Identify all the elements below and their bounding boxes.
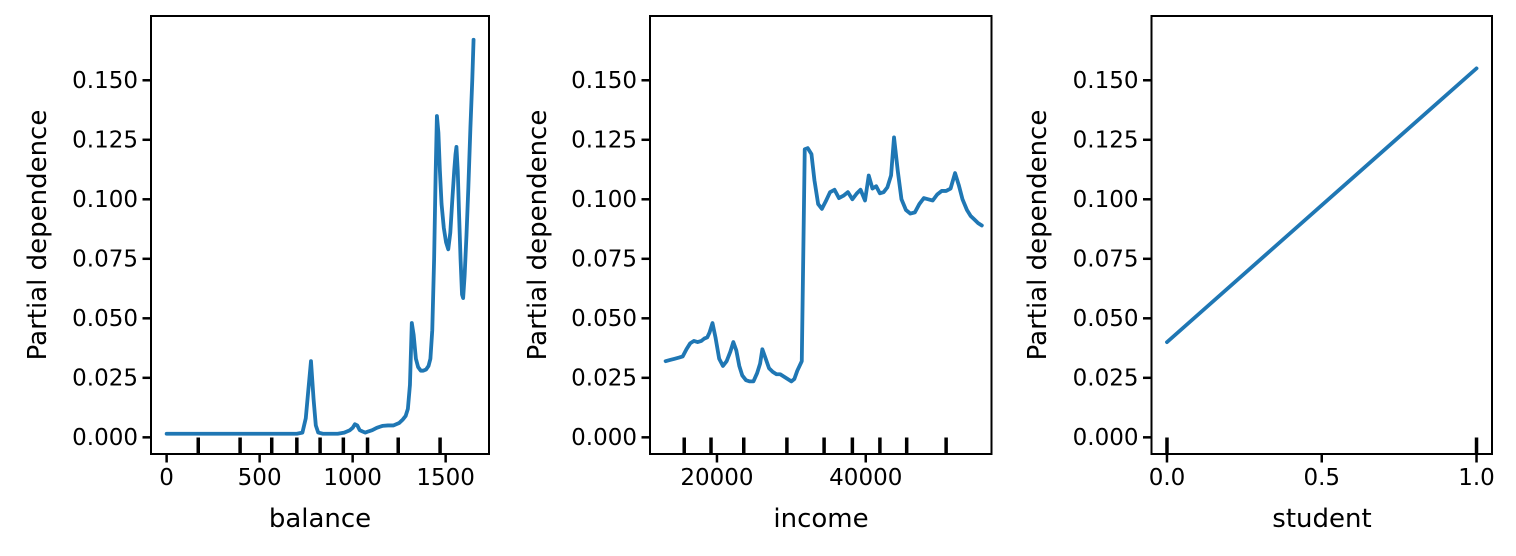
subplot-student: 0.0 0.5 1.0 0.000 0.025 0.050 0.075 0.100 0.125 0… <box>1073 15 1495 491</box>
y-axis-label-2: Partial dependence <box>523 109 553 361</box>
subplot-balance: 0 500 1000 1500 0.000 0.025 0.050 0.075 0.100 0.1… <box>72 15 490 491</box>
y-tick-label: 0.050 <box>72 306 138 332</box>
y-tick-label: 0.025 <box>72 365 138 391</box>
y-tick-label: 0.050 <box>1073 306 1139 332</box>
subplot-income: 20000 40000 0.000 0.025 0.050 0.075 0.100 0.125… <box>571 15 993 491</box>
axes-frame <box>649 15 993 455</box>
y-tick-label: 0.125 <box>72 127 138 153</box>
x-axis-label-student: student <box>1272 504 1372 534</box>
y-tick-label: 0.100 <box>1073 187 1139 213</box>
x-tick-label: 20000 <box>680 465 753 491</box>
partial-dependence-line <box>1165 66 1479 345</box>
x-axis-label-balance: balance <box>268 504 372 534</box>
axes-frame <box>150 15 490 455</box>
x-tick-label: 40000 <box>829 465 902 491</box>
y-tick-label: 0.050 <box>571 306 637 332</box>
axes-frame <box>1150 15 1493 455</box>
x-tick-label: 0.5 <box>1303 465 1340 491</box>
y-tick-label: 0.150 <box>1073 68 1139 94</box>
y-tick-label: 0.025 <box>571 365 637 391</box>
y-tick-label: 0.100 <box>571 187 637 213</box>
y-tick-label: 0.150 <box>72 68 138 94</box>
y-tick-label: 0.075 <box>1073 246 1139 272</box>
x-tick-label: 0.0 <box>1149 465 1186 491</box>
x-tick-label: 1000 <box>323 465 382 491</box>
y-tick-label: 0.150 <box>571 68 637 94</box>
y-tick-label: 0.000 <box>571 425 637 451</box>
x-tick-label: 500 <box>238 465 282 491</box>
x-axis-label-income: income <box>773 504 869 534</box>
y-tick-label: 0.025 <box>1073 365 1139 391</box>
x-tick-label: 1500 <box>416 465 475 491</box>
y-axis-label-1: Partial dependence <box>23 109 53 361</box>
x-tick-label: 0 <box>159 465 174 491</box>
y-tick-label: 0.125 <box>571 127 637 153</box>
y-tick-label: 0.125 <box>1073 127 1139 153</box>
partial-dependence-line <box>164 37 476 436</box>
partial-dependence-line <box>663 135 984 384</box>
y-axis-label-3: Partial dependence <box>1023 109 1053 361</box>
y-tick-label: 0.075 <box>571 246 637 272</box>
y-tick-label: 0.000 <box>72 425 138 451</box>
y-tick-label: 0.000 <box>1073 425 1139 451</box>
y-tick-label: 0.075 <box>72 246 138 272</box>
y-tick-label: 0.100 <box>72 187 138 213</box>
x-tick-label: 1.0 <box>1458 465 1495 491</box>
